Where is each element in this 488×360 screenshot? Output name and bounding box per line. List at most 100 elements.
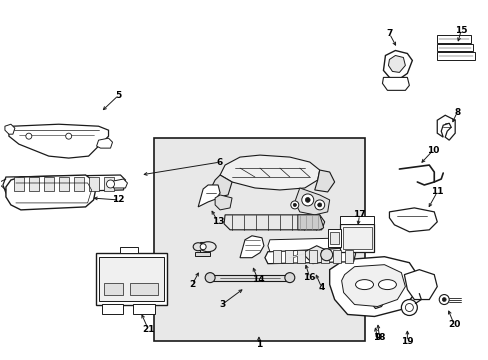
- Polygon shape: [272, 250, 280, 263]
- Polygon shape: [200, 242, 208, 252]
- Polygon shape: [388, 208, 436, 232]
- Polygon shape: [267, 238, 353, 252]
- Bar: [120, 247, 138, 253]
- Text: 6: 6: [217, 158, 223, 167]
- Text: 8: 8: [453, 108, 459, 117]
- Polygon shape: [294, 188, 329, 215]
- Polygon shape: [296, 250, 304, 263]
- Text: 2: 2: [189, 280, 195, 289]
- Circle shape: [405, 303, 412, 311]
- Polygon shape: [264, 248, 355, 264]
- Circle shape: [401, 300, 416, 315]
- Polygon shape: [404, 270, 436, 300]
- Polygon shape: [29, 177, 39, 191]
- Text: 1: 1: [255, 340, 262, 349]
- Polygon shape: [88, 177, 99, 191]
- Bar: [436, 35, 470, 42]
- Text: 16: 16: [303, 273, 315, 282]
- Polygon shape: [285, 250, 292, 263]
- Bar: [103, 283, 123, 294]
- Polygon shape: [320, 250, 328, 263]
- Circle shape: [65, 133, 72, 139]
- Polygon shape: [220, 155, 319, 190]
- Bar: [436, 44, 472, 51]
- Bar: [95, 253, 167, 305]
- Polygon shape: [210, 275, 289, 280]
- Circle shape: [314, 200, 324, 210]
- Polygon shape: [308, 250, 316, 263]
- Polygon shape: [297, 215, 323, 230]
- Polygon shape: [383, 50, 411, 80]
- Circle shape: [305, 198, 309, 202]
- Text: 14: 14: [251, 275, 264, 284]
- Text: 12: 12: [112, 195, 124, 204]
- Circle shape: [293, 203, 296, 207]
- Text: 20: 20: [447, 320, 459, 329]
- Text: 15: 15: [454, 26, 467, 35]
- Polygon shape: [44, 177, 54, 191]
- Bar: [342, 227, 371, 249]
- Bar: [133, 303, 155, 315]
- Text: 13: 13: [211, 217, 224, 226]
- Polygon shape: [198, 185, 220, 207]
- Bar: [339, 216, 374, 224]
- Polygon shape: [387, 55, 405, 72]
- Bar: [99, 257, 164, 301]
- Bar: [102, 303, 123, 315]
- Text: 7: 7: [386, 29, 392, 38]
- Circle shape: [285, 273, 294, 283]
- Bar: [327, 229, 340, 247]
- Ellipse shape: [355, 280, 373, 289]
- Polygon shape: [304, 246, 329, 264]
- Polygon shape: [341, 265, 405, 306]
- Circle shape: [438, 294, 448, 305]
- Circle shape: [26, 133, 32, 139]
- Text: 10: 10: [426, 145, 439, 154]
- Ellipse shape: [193, 243, 203, 251]
- Bar: [436, 53, 474, 60]
- Circle shape: [301, 194, 313, 206]
- Circle shape: [290, 201, 298, 209]
- Polygon shape: [240, 236, 264, 258]
- Text: 5: 5: [115, 91, 122, 100]
- Circle shape: [106, 180, 114, 188]
- Circle shape: [317, 203, 321, 207]
- Circle shape: [200, 244, 206, 250]
- Text: 4: 4: [318, 283, 324, 292]
- Polygon shape: [210, 175, 232, 198]
- Polygon shape: [382, 77, 408, 90]
- Text: 11: 11: [430, 188, 443, 197]
- Circle shape: [320, 249, 332, 261]
- Circle shape: [441, 298, 446, 302]
- Text: 17: 17: [352, 210, 365, 219]
- Text: 18: 18: [372, 333, 385, 342]
- Polygon shape: [74, 177, 83, 191]
- Circle shape: [205, 273, 215, 283]
- Text: 19: 19: [400, 337, 413, 346]
- Polygon shape: [344, 250, 352, 263]
- Polygon shape: [215, 195, 232, 210]
- Text: 9: 9: [373, 333, 380, 342]
- Polygon shape: [329, 257, 416, 316]
- Ellipse shape: [378, 280, 396, 289]
- Polygon shape: [5, 124, 15, 134]
- Polygon shape: [3, 175, 125, 193]
- Text: 21: 21: [142, 325, 154, 334]
- Ellipse shape: [200, 242, 216, 252]
- Polygon shape: [59, 177, 68, 191]
- Bar: [329, 232, 338, 244]
- Polygon shape: [6, 175, 95, 210]
- Polygon shape: [103, 177, 113, 191]
- Polygon shape: [332, 250, 340, 263]
- Text: 3: 3: [219, 300, 225, 309]
- Polygon shape: [224, 215, 324, 230]
- Polygon shape: [195, 252, 210, 256]
- Bar: [130, 283, 158, 294]
- Polygon shape: [14, 177, 24, 191]
- Polygon shape: [314, 170, 334, 192]
- Polygon shape: [113, 179, 127, 188]
- Bar: [154, 138, 364, 341]
- Polygon shape: [96, 138, 112, 148]
- Polygon shape: [436, 115, 454, 140]
- Polygon shape: [9, 124, 108, 158]
